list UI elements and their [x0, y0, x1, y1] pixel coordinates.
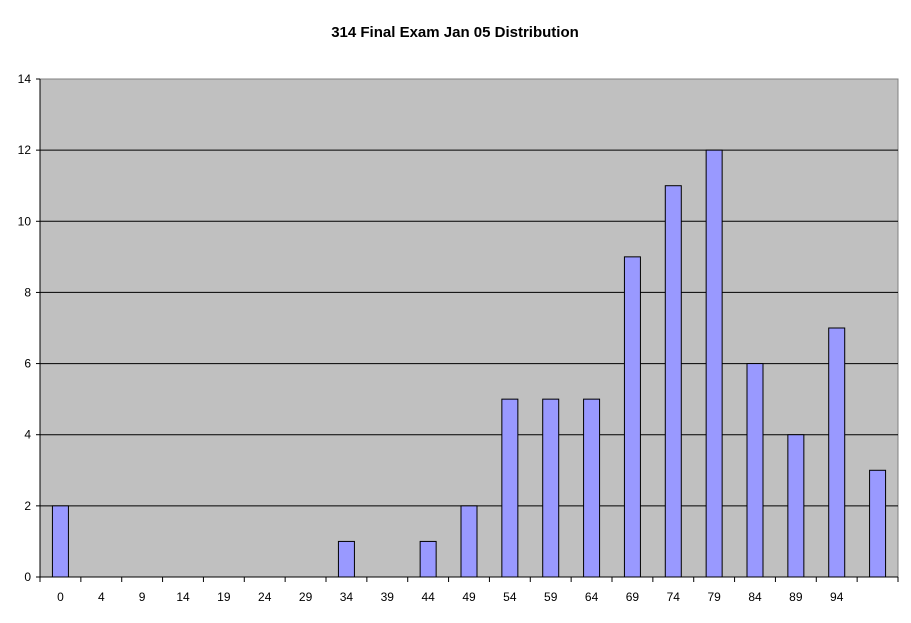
bar	[623, 256, 641, 578]
plot-area	[39, 78, 899, 578]
x-tick-label: 9	[139, 590, 146, 604]
x-tick-label: 34	[340, 590, 354, 604]
x-tick-label: 39	[381, 590, 395, 604]
bar	[664, 185, 682, 578]
x-tick-label: 59	[544, 590, 558, 604]
x-tick-label: 44	[421, 590, 435, 604]
bar	[583, 398, 601, 578]
x-tick-label: 4	[98, 590, 105, 604]
x-tick-label: 94	[830, 590, 844, 604]
bar	[787, 434, 805, 578]
y-tick-label: 12	[18, 143, 32, 157]
x-tick-label: 29	[299, 590, 313, 604]
y-tick-label: 0	[24, 570, 31, 584]
x-tick-label: 54	[503, 590, 517, 604]
bar	[705, 149, 723, 578]
x-tick-label: 79	[707, 590, 721, 604]
bar	[337, 540, 355, 578]
x-tick-label: 49	[462, 590, 476, 604]
bar	[869, 469, 887, 578]
x-tick-label: 24	[258, 590, 272, 604]
x-tick-label: 0	[57, 590, 64, 604]
bar	[501, 398, 519, 578]
y-axis-labels: 0 2 4 6 8 10 12 14	[18, 72, 32, 584]
bar	[419, 540, 437, 578]
bar	[542, 398, 560, 578]
y-tick-label: 8	[24, 285, 31, 299]
y-tick-label: 6	[24, 357, 31, 371]
bar	[51, 505, 69, 578]
x-tick-label: 74	[667, 590, 681, 604]
x-tick-label: 89	[789, 590, 803, 604]
y-tick-label: 4	[24, 428, 31, 442]
bar	[828, 327, 846, 578]
x-axis-labels: 0 4 9 14 19 24 29 34 39 44 49 54 59 64 69 74 79 84 89 94	[57, 590, 844, 604]
x-tick-label: 69	[626, 590, 640, 604]
axes	[36, 78, 899, 582]
y-tick-label: 14	[18, 72, 32, 86]
y-tick-label: 10	[18, 214, 32, 228]
x-tick-label: 64	[585, 590, 599, 604]
y-tick-label: 2	[24, 499, 31, 513]
bar	[460, 505, 478, 578]
chart-title: 314 Final Exam Jan 05 Distribution	[331, 24, 579, 41]
x-tick-label: 84	[748, 590, 762, 604]
x-tick-label: 14	[176, 590, 190, 604]
bar	[746, 363, 764, 578]
x-tick-label: 19	[217, 590, 231, 604]
